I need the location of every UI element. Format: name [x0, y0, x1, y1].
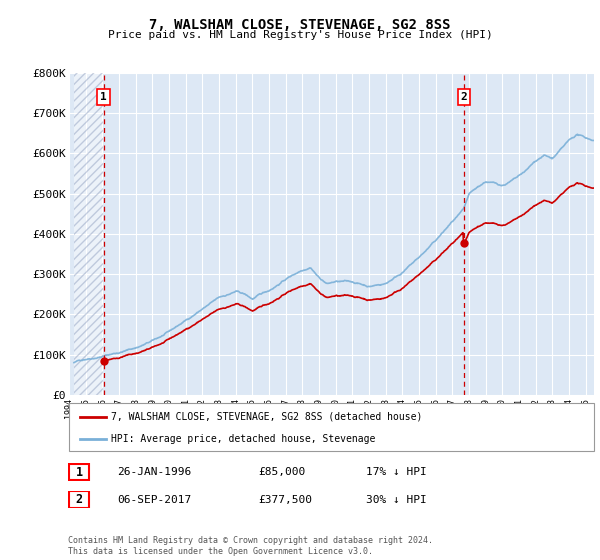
Text: £85,000: £85,000	[258, 467, 305, 477]
Bar	[74, 73, 103, 395]
Text: HPI: Average price, detached house, Stevenage: HPI: Average price, detached house, Stev…	[111, 434, 376, 444]
Text: Contains HM Land Registry data © Crown copyright and database right 2024.
This d: Contains HM Land Registry data © Crown c…	[68, 536, 433, 556]
Text: 17% ↓ HPI: 17% ↓ HPI	[366, 467, 427, 477]
Text: 2: 2	[460, 92, 467, 102]
Text: 2: 2	[76, 493, 83, 506]
Text: 06-SEP-2017: 06-SEP-2017	[117, 494, 191, 505]
Text: 1: 1	[76, 465, 83, 479]
Text: 7, WALSHAM CLOSE, STEVENAGE, SG2 8SS (detached house): 7, WALSHAM CLOSE, STEVENAGE, SG2 8SS (de…	[111, 412, 422, 422]
Text: £377,500: £377,500	[258, 494, 312, 505]
Text: 7, WALSHAM CLOSE, STEVENAGE, SG2 8SS: 7, WALSHAM CLOSE, STEVENAGE, SG2 8SS	[149, 18, 451, 32]
Text: 1: 1	[100, 92, 107, 102]
Text: 26-JAN-1996: 26-JAN-1996	[117, 467, 191, 477]
Text: Price paid vs. HM Land Registry's House Price Index (HPI): Price paid vs. HM Land Registry's House …	[107, 30, 493, 40]
Text: 30% ↓ HPI: 30% ↓ HPI	[366, 494, 427, 505]
